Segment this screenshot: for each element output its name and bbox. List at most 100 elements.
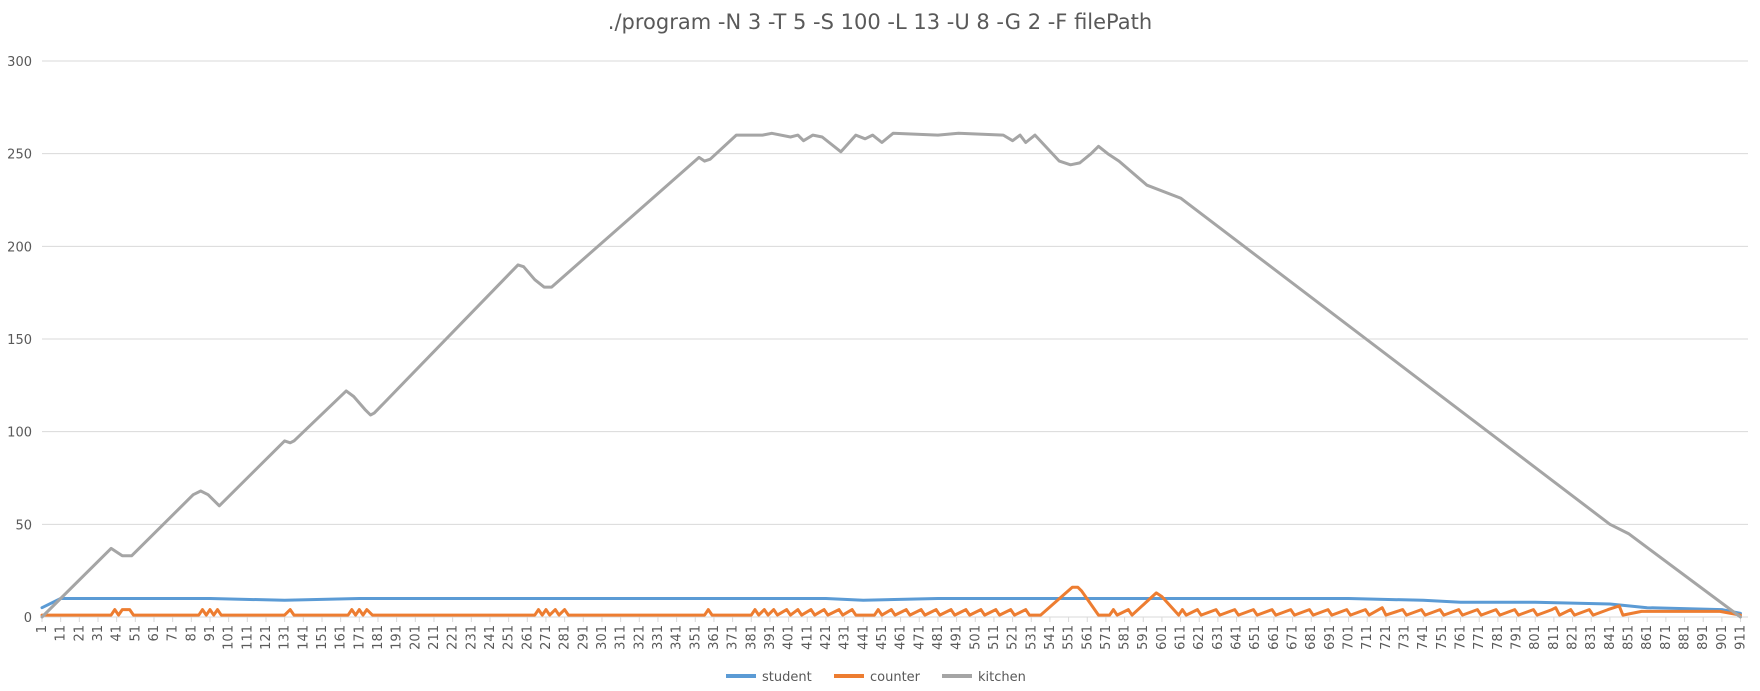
x-tick-label: 811 (1547, 625, 1562, 650)
y-tick-label: 150 (7, 333, 32, 348)
x-tick-label: 381 (744, 625, 759, 650)
x-tick-label: 831 (1584, 625, 1599, 650)
x-tick-label: 481 (931, 625, 946, 650)
x-tick-label: 81 (184, 625, 199, 642)
legend-item-counter: counter (834, 670, 921, 685)
x-tick-label: 801 (1528, 625, 1543, 650)
x-tick-label: 851 (1622, 625, 1637, 650)
x-tick-label: 181 (371, 625, 386, 650)
x-tick-label: 371 (726, 625, 741, 650)
x-tick-label: 281 (558, 625, 573, 650)
x-tick-label: 631 (1211, 625, 1226, 650)
x-tick-label: 511 (987, 625, 1002, 650)
x-tick-label: 891 (1696, 625, 1711, 650)
chart-title: ./program -N 3 -T 5 -S 100 -L 13 -U 8 -G… (608, 10, 1152, 34)
x-tick-label: 431 (838, 625, 853, 650)
x-tick-label: 291 (576, 625, 591, 650)
series-line-kitchen (40, 131, 1742, 619)
x-tick-label: 231 (464, 625, 479, 650)
x-tick-label: 671 (1286, 625, 1301, 650)
x-tick-label: 201 (408, 625, 423, 650)
legend-label: student (762, 670, 812, 685)
x-tick-label: 241 (483, 625, 498, 650)
x-tick-label: 491 (950, 625, 965, 650)
x-tick-label: 771 (1472, 625, 1487, 650)
x-tick-label: 701 (1342, 625, 1357, 650)
x-tick-label: 821 (1566, 625, 1581, 650)
x-tick-label: 661 (1267, 625, 1282, 650)
x-tick-label: 251 (502, 625, 517, 650)
x-tick-label: 711 (1360, 625, 1375, 650)
x-tick-label: 321 (632, 625, 647, 650)
x-tick-label: 421 (819, 625, 834, 650)
legend-item-kitchen: kitchen (942, 670, 1026, 685)
x-tick-label: 441 (856, 625, 871, 650)
x-tick-label: 591 (1136, 625, 1151, 650)
x-tick-label: 681 (1304, 625, 1319, 650)
x-tick-label: 521 (1006, 625, 1021, 650)
x-tick-label: 541 (1043, 625, 1058, 650)
legend: student counter kitchen (726, 670, 1026, 685)
x-tick-label: 841 (1603, 625, 1618, 650)
x-tick-label: 571 (1099, 625, 1114, 650)
x-tick-label: 51 (128, 625, 143, 642)
x-tick-label: 21 (72, 625, 87, 642)
x-tick-label: 531 (1024, 625, 1039, 650)
x-tick-label: 261 (520, 625, 535, 650)
x-tick-label: 901 (1715, 625, 1730, 650)
x-tick-label: 141 (296, 625, 311, 650)
x-tick-label: 271 (539, 625, 554, 650)
gridlines (42, 60, 1748, 525)
x-tick-label: 41 (110, 625, 125, 642)
x-tick-label: 151 (315, 625, 330, 650)
series-line-student (40, 597, 1742, 615)
x-tick-label: 351 (688, 625, 703, 650)
x-tick-label: 101 (222, 625, 237, 650)
x-tick-label: 461 (894, 625, 909, 650)
x-tick-label: 391 (763, 625, 778, 650)
x-tick-label: 71 (166, 625, 181, 642)
x-tick-label: 211 (427, 625, 442, 650)
x-tick-label: 501 (968, 625, 983, 650)
x-tick-label: 91 (203, 625, 218, 642)
x-tick-label: 691 (1323, 625, 1338, 650)
x-tick-label: 751 (1435, 625, 1450, 650)
x-tick-label: 881 (1678, 625, 1693, 650)
x-tick-label: 131 (278, 625, 293, 650)
x-tick-label: 311 (614, 625, 629, 650)
x-tick-label: 411 (800, 625, 815, 650)
y-tick-label: 300 (7, 55, 32, 70)
x-tick-label: 171 (352, 625, 367, 650)
x-tick-label: 781 (1491, 625, 1506, 650)
y-tick-label: 50 (15, 518, 32, 533)
x-tick-label: 1 (35, 625, 50, 633)
x-tick-label: 621 (1192, 625, 1207, 650)
x-tick-label: 61 (147, 625, 162, 642)
x-tick-label: 161 (334, 625, 349, 650)
plot-area (40, 131, 1742, 619)
legend-label: kitchen (978, 670, 1026, 685)
x-tick-label: 741 (1416, 625, 1431, 650)
y-tick-label: 0 (24, 611, 32, 626)
y-tick-label: 250 (7, 148, 32, 163)
x-tick-label: 721 (1379, 625, 1394, 650)
x-tick-label: 601 (1155, 625, 1170, 650)
x-tick-label: 561 (1080, 625, 1095, 650)
legend-label: counter (870, 670, 921, 685)
x-tick-label: 651 (1248, 625, 1263, 650)
x-tick-label: 871 (1659, 625, 1674, 650)
legend-item-student: student (726, 670, 812, 685)
x-tick-label: 221 (446, 625, 461, 650)
x-tick-label: 121 (259, 625, 274, 650)
x-tick-label: 11 (54, 625, 69, 642)
x-tick-label: 451 (875, 625, 890, 650)
x-tick-label: 641 (1230, 625, 1245, 650)
y-tick-label: 200 (7, 240, 32, 255)
x-tick-label: 581 (1118, 625, 1133, 650)
x-tick-label: 401 (782, 625, 797, 650)
series-line-counter (40, 585, 1742, 617)
x-tick-label: 611 (1174, 625, 1189, 650)
x-tick-label: 471 (912, 625, 927, 650)
x-tick-label: 341 (670, 625, 685, 650)
